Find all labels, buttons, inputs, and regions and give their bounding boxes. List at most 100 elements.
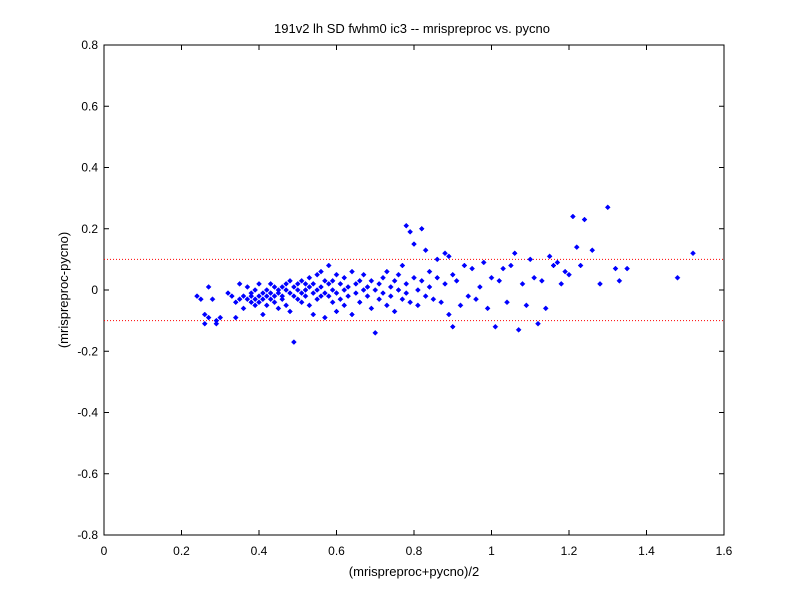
data-point — [395, 287, 402, 293]
chart-title: 191v2 lh SD fwhm0 ic3 -- mrispreproc vs.… — [274, 21, 550, 36]
y-tick-label: -0.4 — [77, 406, 98, 420]
data-point — [395, 271, 402, 278]
data-point — [391, 277, 398, 284]
data-point — [267, 281, 274, 287]
data-point — [364, 284, 371, 290]
data-point — [612, 265, 619, 272]
data-point — [256, 293, 262, 299]
data-point — [372, 287, 379, 293]
data-point — [337, 296, 344, 303]
data-point — [403, 222, 410, 229]
x-tick-label: 1.6 — [716, 544, 733, 558]
data-point — [511, 250, 518, 257]
y-tick-label: 0.6 — [81, 99, 98, 113]
data-point — [360, 287, 367, 293]
data-point — [554, 259, 561, 266]
data-point — [271, 299, 278, 306]
data-point — [314, 287, 320, 293]
data-point — [325, 281, 332, 287]
data-point — [329, 299, 336, 306]
data-point — [236, 296, 243, 303]
x-tick-label: 0.2 — [173, 544, 190, 558]
data-point — [387, 284, 394, 290]
data-point — [314, 296, 320, 303]
data-point — [217, 314, 224, 321]
data-point — [457, 302, 464, 309]
data-point — [384, 302, 390, 309]
data-point — [492, 323, 499, 330]
data-point — [302, 293, 309, 299]
data-point — [256, 299, 262, 306]
data-point — [504, 299, 510, 306]
data-point — [438, 299, 444, 306]
data-point — [291, 284, 297, 290]
data-point — [275, 305, 282, 312]
data-point — [310, 290, 317, 296]
data-point — [205, 314, 212, 321]
data-point — [298, 277, 305, 284]
data-point — [624, 265, 630, 272]
data-point — [384, 268, 390, 275]
data-point — [252, 302, 258, 309]
data-point — [318, 284, 324, 290]
data-point — [523, 302, 530, 309]
data-point — [291, 339, 297, 345]
data-point — [283, 287, 289, 293]
data-point — [345, 293, 351, 299]
data-point — [403, 281, 410, 287]
data-point — [263, 293, 270, 299]
data-point — [380, 274, 386, 281]
data-point — [314, 271, 320, 278]
data-point — [232, 299, 239, 306]
data-point — [411, 274, 417, 281]
data-point — [322, 277, 328, 284]
data-point — [480, 259, 487, 266]
data-point — [298, 290, 305, 296]
y-tick-label: 0.2 — [81, 222, 98, 236]
data-point — [484, 305, 491, 312]
data-point — [527, 256, 534, 263]
data-point — [325, 293, 332, 299]
data-point — [244, 284, 251, 290]
data-point — [322, 290, 328, 296]
data-point — [302, 281, 309, 287]
data-point — [597, 281, 603, 287]
data-point — [333, 290, 340, 296]
data-point — [198, 296, 204, 303]
data-point — [430, 296, 437, 303]
data-point — [690, 250, 696, 257]
data-point — [194, 293, 200, 299]
x-tick-label: 1.2 — [561, 544, 578, 558]
data-point — [279, 284, 286, 290]
data-point — [356, 299, 363, 306]
data-point — [449, 323, 456, 330]
data-point — [407, 299, 413, 306]
data-point — [322, 314, 328, 321]
data-point — [415, 302, 421, 309]
data-point — [244, 296, 251, 303]
data-point — [426, 284, 433, 290]
data-point — [477, 284, 483, 290]
x-tick-label: 0.6 — [328, 544, 345, 558]
data-point — [275, 290, 282, 296]
data-point — [449, 271, 456, 278]
data-point — [364, 293, 371, 299]
x-tick-label: 0 — [101, 544, 108, 558]
data-point — [240, 293, 247, 299]
data-point — [368, 305, 375, 312]
data-point — [349, 311, 355, 318]
data-point — [267, 290, 274, 296]
data-point — [306, 302, 313, 309]
data-point — [496, 277, 503, 284]
data-point — [356, 277, 363, 284]
data-point — [500, 265, 506, 272]
data-point — [418, 225, 425, 232]
data-point — [442, 250, 448, 257]
data-point — [267, 296, 274, 303]
data-point — [201, 320, 208, 327]
data-point — [558, 281, 565, 287]
data-point — [539, 277, 545, 284]
data-point — [446, 311, 452, 318]
x-tick-label: 1 — [488, 544, 495, 558]
